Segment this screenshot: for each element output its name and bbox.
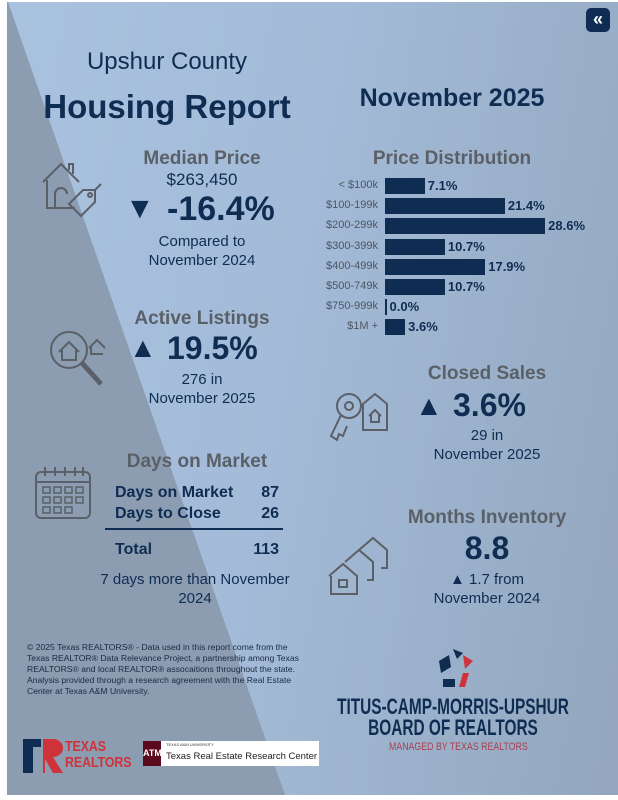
chart-category-label: $1M + xyxy=(347,320,378,333)
compare-line-2: November 2024 xyxy=(148,252,256,269)
price-distribution-chart: < $100k 7.1% $100-199k 21.4% $200-299k 28.6% $… xyxy=(306,178,616,343)
days-row: Days to Close 26 xyxy=(115,503,279,524)
closed-sales-change: 3.6% xyxy=(453,387,526,423)
row-value: 87 xyxy=(261,484,279,501)
chart-value-label: 7.1% xyxy=(427,178,458,193)
chart-value-label: 17.9% xyxy=(488,258,526,274)
total-value: 113 xyxy=(253,541,279,558)
disclaimer-text: © 2025 Texas REALTORS® - Data used in th… xyxy=(27,642,299,696)
chart-value-label: 10.7% xyxy=(447,279,485,294)
active-listings-period: November 2025 xyxy=(148,390,256,407)
board-name-line-1: TITUS-CAMP-MORRIS-UPSHUR xyxy=(337,694,569,719)
median-price-label: Median Price xyxy=(143,148,261,169)
chart-category-label: $500-749k xyxy=(326,280,378,292)
days-table: Days on Market 87 Days to Close 26 xyxy=(115,482,279,524)
chart-row: $1M + 3.6% xyxy=(306,319,606,336)
chart-row: $200-299k 28.6% xyxy=(306,218,606,235)
down-arrow-icon: ▼ xyxy=(125,192,155,225)
closed-sales-label: Closed Sales xyxy=(427,363,547,384)
chart-value-label: 0.0% xyxy=(389,299,420,315)
closed-sales-period: November 2025 xyxy=(433,446,541,463)
chart-value-label: 3.6% xyxy=(408,319,438,335)
months-inventory-change: ▲ 1.7 from xyxy=(449,571,525,588)
texas-realtors-emblem-icon xyxy=(23,739,63,773)
tamu-emblem-icon: ATM xyxy=(143,741,162,766)
chart-row: $400-499k 17.9% xyxy=(306,258,606,275)
total-label: Total xyxy=(115,541,153,558)
months-inventory-period: November 2024 xyxy=(433,590,541,607)
houses-icon xyxy=(328,536,388,595)
house-price-tag-icon xyxy=(42,162,102,218)
report-month: November 2025 xyxy=(359,84,545,112)
board-name: TITUS-CAMP-MORRIS-UPSHUR BOARD OF REALTOR… xyxy=(253,694,618,740)
magnifier-house-icon xyxy=(50,331,106,386)
chart-row: $750-999k 0.0% xyxy=(306,299,606,316)
chart-value-label: 10.7% xyxy=(447,238,485,254)
closed-sales-detail: 29 in November 2025 xyxy=(397,426,577,464)
median-price-value: $263,450 xyxy=(166,170,238,189)
months-inventory-detail: ▲ 1.7 from November 2024 xyxy=(387,570,587,608)
chart-row: $100-199k 21.4% xyxy=(306,198,606,215)
days-total-row: Total 113 xyxy=(115,541,279,559)
divider xyxy=(105,528,283,530)
chart-category-label: $300-399k xyxy=(326,239,378,252)
chart-bar xyxy=(385,319,406,336)
chart-value-label: 21.4% xyxy=(507,198,545,214)
back-button[interactable]: « xyxy=(586,8,610,32)
chart-category-label: $100-199k xyxy=(326,199,378,212)
board-star-logo-icon xyxy=(439,649,473,687)
chart-bar xyxy=(385,218,546,235)
key-house-icon xyxy=(329,392,388,442)
board-managed-by: MANAGED BY TEXAS REALTORS xyxy=(389,741,528,753)
days-row: Days on Market 87 xyxy=(115,482,279,503)
chart-bar xyxy=(385,198,505,215)
tamu-logo: ATM TEXAS A&M UNIVERSITY Texas Real Esta… xyxy=(143,741,319,766)
texas-realtors-text: TEXAS REALTORS xyxy=(65,738,132,771)
active-listings-detail: 276 in November 2025 xyxy=(117,370,287,408)
row-value: 26 xyxy=(261,505,279,522)
chart-row: $300-399k 10.7% xyxy=(306,238,606,255)
active-listings-count: 276 in xyxy=(181,371,223,388)
calendar-icon xyxy=(35,467,91,519)
chart-value-label: 28.6% xyxy=(548,218,586,234)
up-arrow-icon: ▲ xyxy=(415,390,443,421)
chart-category-label: $750-999k xyxy=(326,300,378,313)
chart-bar xyxy=(385,178,425,194)
chart-category-label: $400-499k xyxy=(326,259,378,272)
closed-sales-count: 29 in xyxy=(470,427,504,444)
chart-bar xyxy=(385,279,445,295)
active-listings-label: Active Listings xyxy=(134,308,270,329)
chart-bar xyxy=(385,299,387,316)
chart-row: < $100k 7.1% xyxy=(306,178,606,194)
board-name-line-2: BOARD OF REALTORS xyxy=(368,715,538,740)
row-label: Days to Close xyxy=(115,505,221,522)
active-listings-change: 19.5% xyxy=(167,330,258,366)
tamu-center-text: Texas Real Estate Research Center xyxy=(166,751,318,762)
page-title: Housing Report xyxy=(43,88,291,125)
compare-line-1: Compared to xyxy=(158,233,246,250)
chart-category-label: $200-299k xyxy=(326,219,378,232)
median-price-change: -16.4% xyxy=(167,190,275,228)
days-on-market-title: Days on Market xyxy=(126,451,268,472)
price-distribution-title: Price Distribution xyxy=(372,148,532,169)
report-page: « Upshur County Housing Report November … xyxy=(7,2,618,795)
texas-realtors-logo: TEXAS REALTORS xyxy=(23,739,141,773)
chart-row: $500-749k 10.7% xyxy=(306,279,606,295)
row-label: Days on Market xyxy=(115,484,234,501)
months-inventory-label: Months Inventory xyxy=(407,507,567,528)
chart-bar xyxy=(385,258,486,275)
chart-category-label: < $100k xyxy=(338,179,378,191)
median-price-compare: Compared to November 2024 xyxy=(117,232,287,270)
months-inventory-value: 8.8 xyxy=(464,530,510,566)
up-arrow-icon: ▲ xyxy=(129,332,157,363)
chart-bar xyxy=(385,238,445,255)
tamu-university-text: TEXAS A&M UNIVERSITY xyxy=(166,742,214,747)
county-name: Upshur County xyxy=(86,48,248,75)
days-note: 7 days more than November 2024 xyxy=(100,571,290,607)
